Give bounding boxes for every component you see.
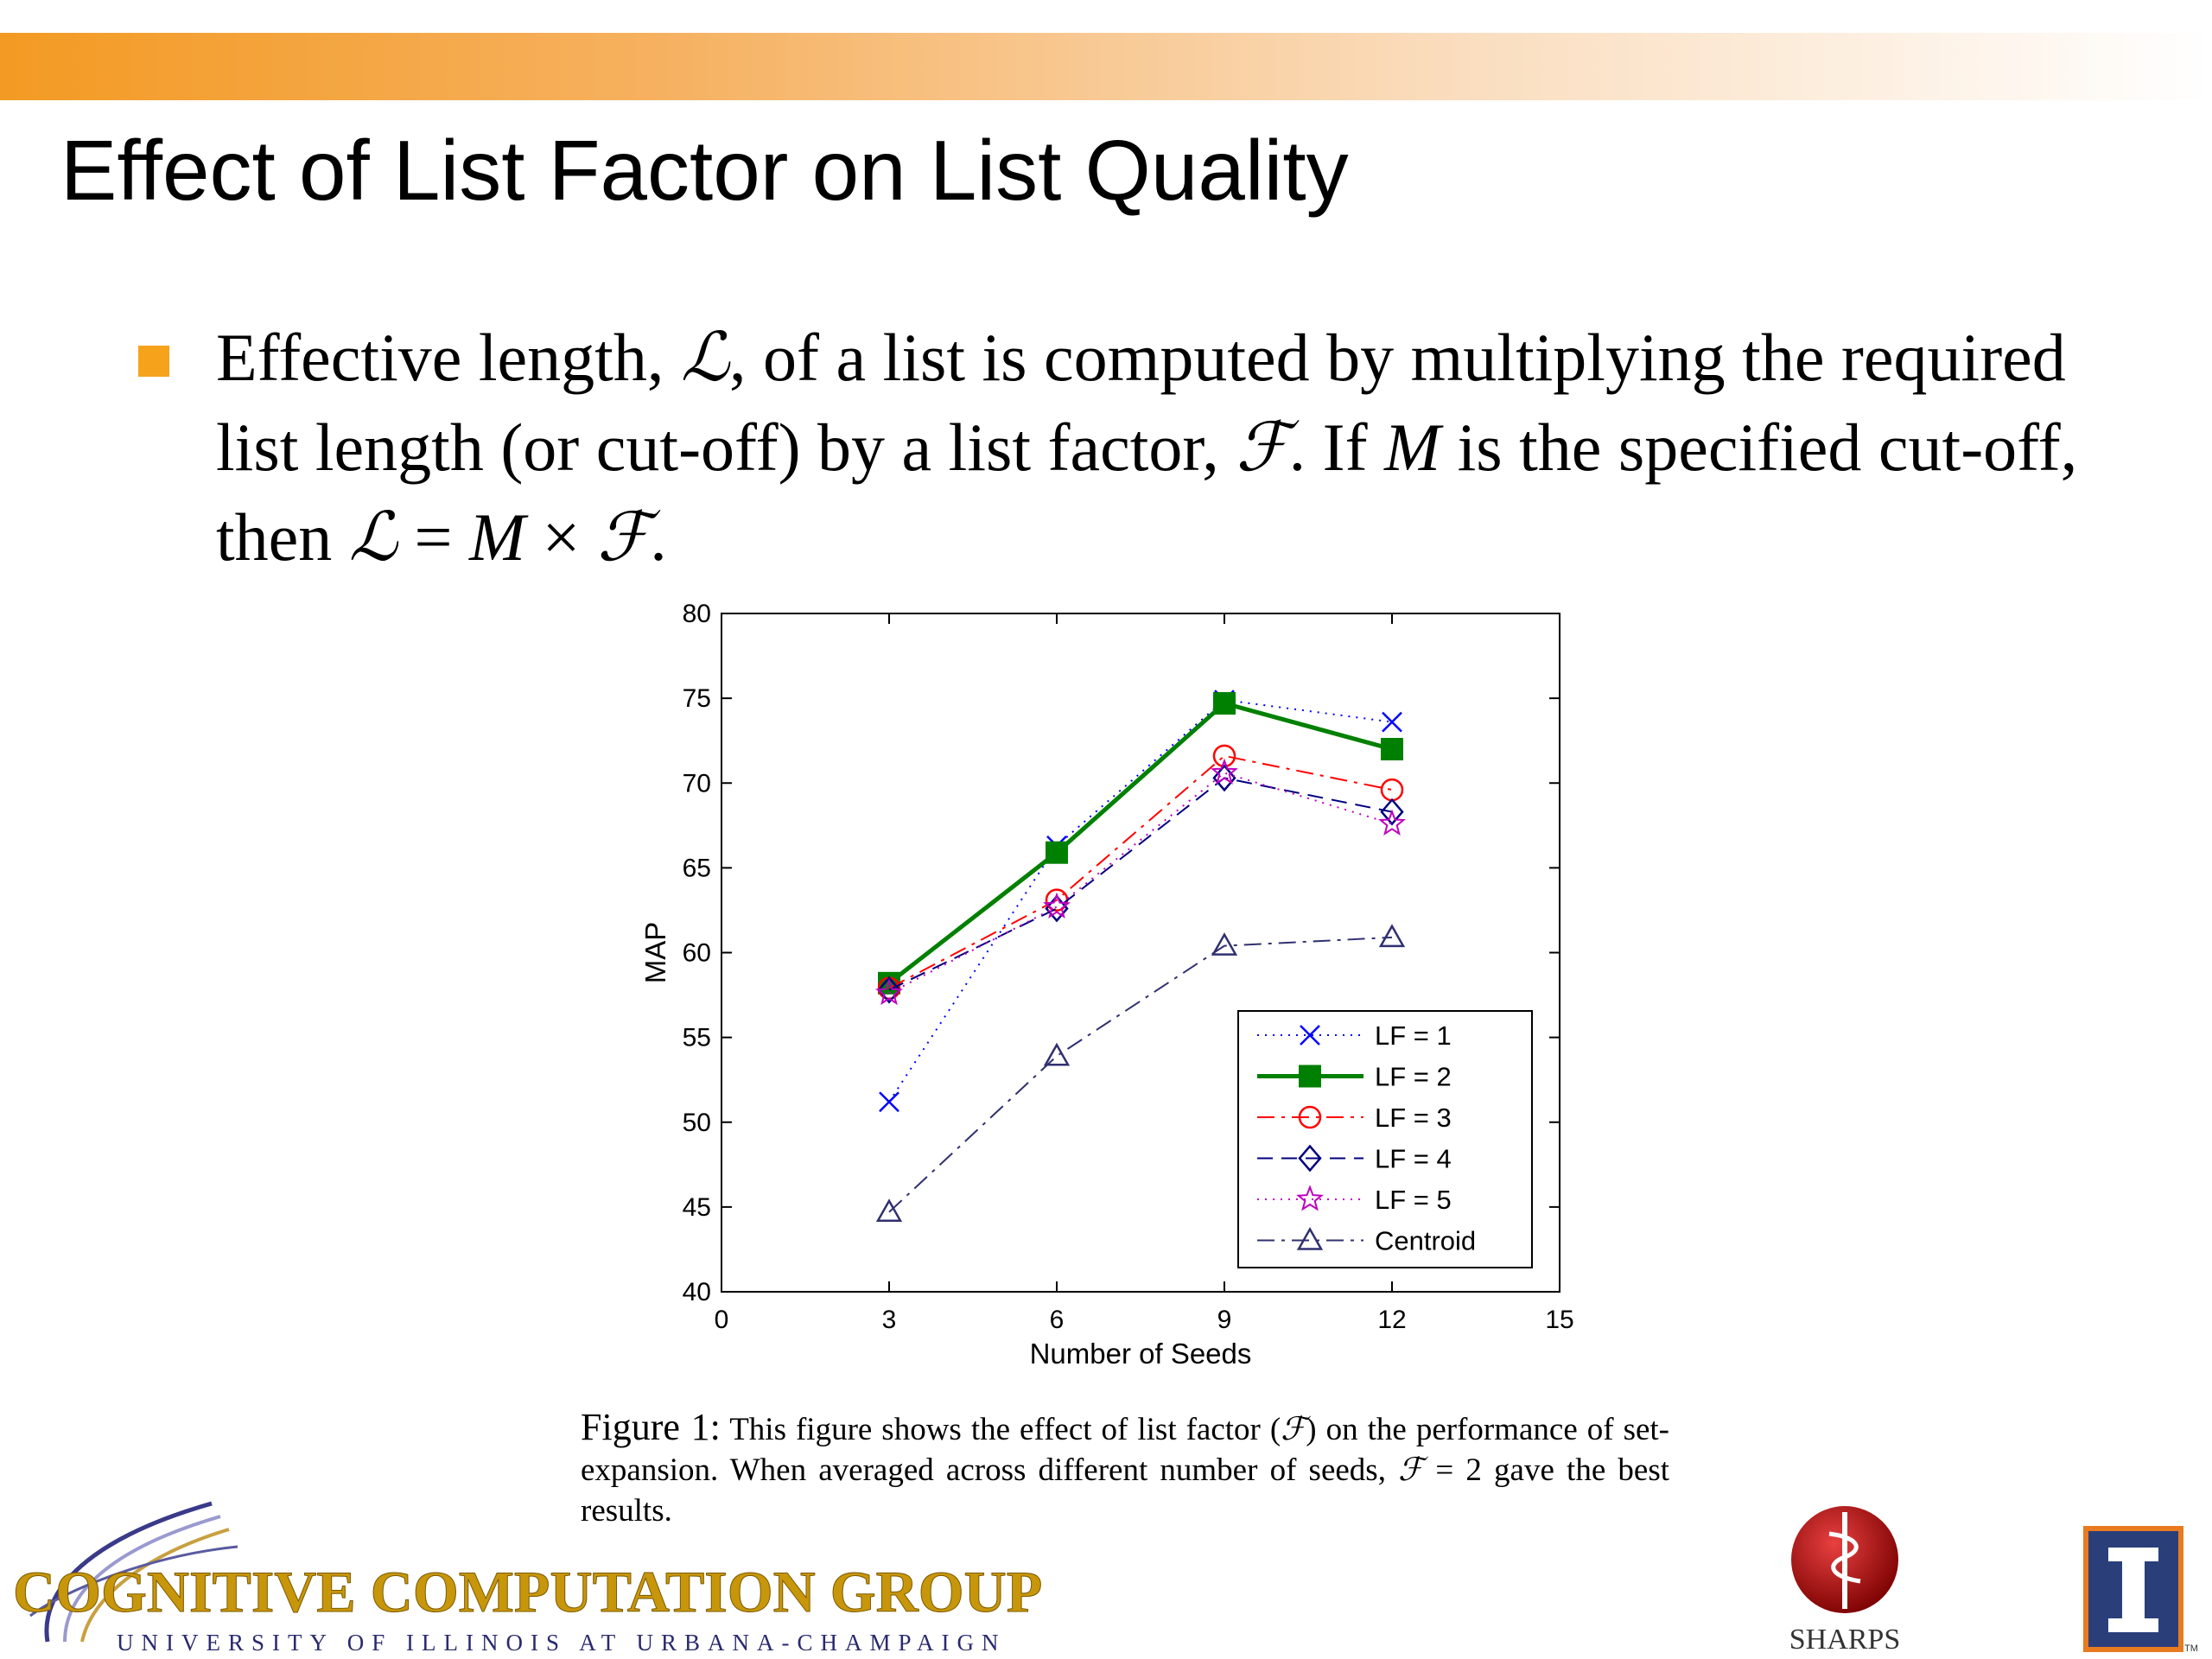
- map-line-chart: 0 3 6 9 12 15 40 45 50 55 60 65 70 75 80 Number of Seed…: [639, 600, 1574, 1370]
- data-point-marker: [1211, 932, 1238, 956]
- bullet-text-part: ×: [524, 499, 597, 575]
- legend-label: LF = 5: [1375, 1185, 1452, 1215]
- trademark-text: TM: [2184, 1643, 2198, 1654]
- legend-label: LF = 1: [1375, 1020, 1452, 1051]
- figure-caption: Figure 1: This figure shows the effect o…: [581, 1407, 1669, 1531]
- math-L: ℒ: [348, 499, 397, 575]
- caption-text: This figure shows the effect of list fac…: [720, 1412, 1281, 1447]
- y-tick-label: 45: [683, 1193, 711, 1222]
- series-line: [888, 772, 1393, 995]
- university-text: UNIVERSITY OF ILLINOIS AT URBANA-CHAMPAI…: [117, 1630, 1007, 1656]
- y-tick-label: 50: [683, 1109, 711, 1137]
- x-tick-label: 12: [1377, 1306, 1406, 1334]
- data-point-marker: [1380, 798, 1404, 826]
- legend-label: LF = 3: [1375, 1103, 1452, 1133]
- data-point-marker: [1046, 841, 1068, 864]
- legend-box: [1237, 1010, 1533, 1268]
- math-M: M: [468, 499, 525, 575]
- math-F: ℱ: [1281, 1412, 1306, 1447]
- series-line: [887, 701, 1393, 985]
- y-tick-label: 70: [683, 769, 711, 798]
- legend-marker: [1296, 1226, 1324, 1250]
- x-tick-label: 6: [1050, 1306, 1065, 1334]
- top-accent-bar: [0, 33, 2212, 100]
- data-point-marker: [875, 978, 903, 1006]
- bullet-text-part: =: [397, 499, 469, 575]
- data-point-marker: [1378, 809, 1406, 836]
- legend-marker: [1300, 1025, 1320, 1046]
- math-F: ℱ: [596, 499, 651, 575]
- y-tick-label: 40: [683, 1278, 711, 1306]
- bullet-square-icon: [138, 346, 169, 377]
- y-tick-label: 80: [683, 600, 711, 628]
- y-tick-label: 55: [683, 1024, 711, 1052]
- y-axis-label: MAP: [639, 922, 671, 984]
- math-F: ℱ: [1236, 410, 1289, 485]
- group-name-text: COGNITIVE COMPUTATION GROUP: [13, 1559, 1042, 1624]
- x-tick-label: 0: [715, 1306, 729, 1334]
- data-point-marker: [1211, 758, 1238, 785]
- data-point-marker: [1045, 894, 1069, 923]
- x-tick-label: 15: [1545, 1306, 1573, 1334]
- data-point-marker: [1213, 692, 1236, 715]
- data-point-marker: [1382, 711, 1402, 733]
- bullet-text-part: .: [650, 499, 667, 575]
- slide-title: Effect of List Factor on List Quality: [60, 123, 1349, 218]
- data-point-marker: [1043, 892, 1071, 919]
- math-M: M: [1384, 410, 1441, 485]
- legend-label: LF = 4: [1375, 1144, 1452, 1174]
- legend-marker: [1298, 1105, 1322, 1129]
- data-point-marker: [1378, 924, 1406, 948]
- series-line: [888, 777, 1393, 991]
- bullet-text-part: is the specified cut-off, then: [216, 410, 2078, 575]
- y-tick-label: 60: [683, 939, 711, 968]
- legend-marker: [1299, 1065, 1321, 1088]
- math-L: ℒ: [680, 320, 730, 395]
- bullet-text-part: , of a list is computed by multiplying t…: [216, 320, 2066, 485]
- legend-label: LF = 2: [1375, 1062, 1452, 1092]
- cognitive-computation-group-logo: COGNITIVE COMPUTATION GROUP UNIVERSITY O…: [13, 1501, 1043, 1656]
- data-point-marker: [877, 976, 901, 1004]
- legend-marker: [1298, 1144, 1322, 1173]
- data-point-marker: [1043, 1042, 1071, 1066]
- x-axis-label: Number of Seeds: [1030, 1338, 1252, 1370]
- data-point-marker: [875, 1198, 903, 1223]
- x-tick-label: 3: [882, 1306, 897, 1334]
- legend-label: Centroid: [1375, 1226, 1476, 1256]
- figure-label: Figure 1:: [581, 1406, 721, 1448]
- bullet-text: Effective length, ℒ, of a list is comput…: [216, 313, 2117, 582]
- x-tick-label: 9: [1217, 1306, 1232, 1334]
- legend-marker: [1296, 1185, 1324, 1211]
- series-line: [888, 754, 1393, 989]
- y-tick-label: 75: [683, 684, 711, 713]
- university-of-illinois-logo: TM: [2083, 1526, 2198, 1654]
- data-point-marker: [1381, 738, 1403, 760]
- bullet-text-part: Effective length,: [216, 320, 681, 395]
- series-line: [888, 936, 1393, 1213]
- y-tick-label: 65: [683, 854, 711, 882]
- bullet-text-part: . If: [1288, 410, 1385, 485]
- sharps-logo: SHARPS: [1776, 1503, 1914, 1656]
- data-point-marker: [879, 1091, 899, 1113]
- math-F: ℱ: [1398, 1452, 1424, 1488]
- caption-text: = 2 gave the best results.: [581, 1452, 1669, 1529]
- sharps-emblem-icon: [1791, 1506, 1898, 1613]
- caption-text: ) on the performance of set-expansion. W…: [581, 1412, 1669, 1488]
- sharps-label: SHARPS: [1789, 1624, 1901, 1656]
